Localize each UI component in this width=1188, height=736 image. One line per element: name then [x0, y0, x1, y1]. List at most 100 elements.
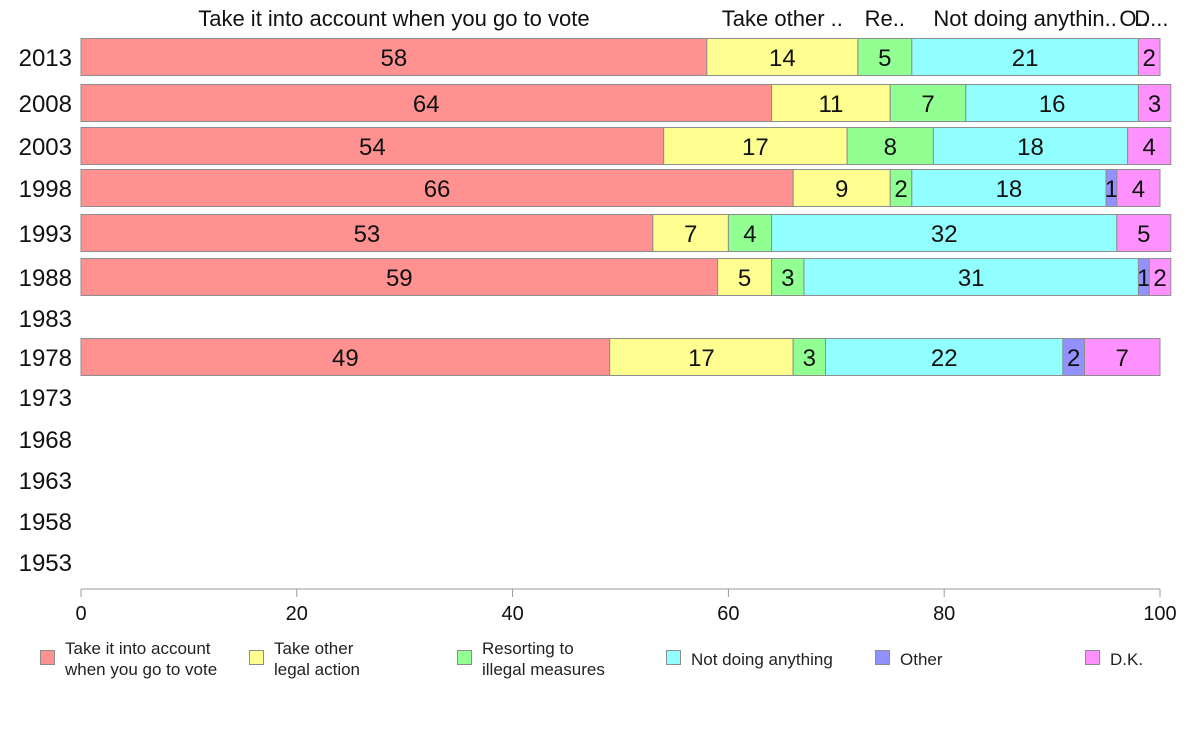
bar-2008-series-1	[771, 84, 891, 122]
bar-1993-series-3	[771, 214, 1118, 252]
bar-value-2008-series-5: 3	[1148, 91, 1161, 118]
bar-1988-series-5	[1148, 258, 1172, 296]
bar-1998-series-1	[792, 169, 891, 207]
bar-1978-series-1	[609, 338, 794, 376]
bar-2013-series-3	[911, 38, 1139, 76]
legend-item-3: Not doing anything	[666, 638, 871, 670]
year-label-2003: 2003	[19, 134, 72, 161]
legend-label-line: Not doing anything	[691, 650, 833, 669]
bar-1993-series-0	[80, 214, 654, 252]
bar-value-1993-series-2: 4	[743, 221, 756, 248]
legend-label-line: Other	[900, 650, 943, 669]
year-label-1998: 1998	[19, 176, 72, 203]
bar-1998-series-3	[911, 169, 1107, 207]
bar-value-2013-series-0: 58	[381, 45, 408, 72]
legend-label-3: Not doing anything	[691, 649, 871, 670]
bar-value-1978-series-5: 7	[1116, 345, 1129, 372]
legend-item-2: Resorting to illegal measures	[457, 638, 662, 680]
year-label-1953: 1953	[19, 550, 72, 577]
bar-value-2013-series-5: 2	[1143, 45, 1156, 72]
bar-1998-series-5	[1116, 169, 1161, 207]
year-label-2013: 2013	[19, 45, 72, 72]
bar-2008-series-3	[965, 84, 1139, 122]
column-header-series-1: Take other ..	[722, 6, 843, 31]
column-header-series-4: O..	[1119, 6, 1148, 31]
bar-2013-series-2	[857, 38, 913, 76]
bar-value-1988-series-4: 1	[1137, 265, 1150, 292]
legend-item-0: Take it into account when you go to vote	[40, 638, 245, 680]
bar-value-1998-series-3: 18	[996, 176, 1023, 203]
legend-item-5: D.K.	[1085, 638, 1188, 670]
bar-value-2008-series-0: 64	[413, 91, 440, 118]
bar-value-2013-series-1: 14	[769, 45, 796, 72]
bar-value-1993-series-0: 53	[354, 221, 381, 248]
bar-value-1978-series-0: 49	[332, 345, 359, 372]
column-header-series-3: Not doing anythin..	[933, 6, 1116, 31]
year-label-1988: 1988	[19, 265, 72, 292]
bar-value-1988-series-1: 5	[738, 265, 751, 292]
year-label-1978: 1978	[19, 345, 72, 372]
bar-1978-series-2	[792, 338, 827, 376]
bar-value-2003-series-0: 54	[359, 134, 386, 161]
column-header-series-0: Take it into account when you go to vote	[198, 6, 589, 31]
bar-value-1978-series-4: 2	[1067, 345, 1080, 372]
bar-1978-series-0	[80, 338, 611, 376]
bar-value-1988-series-2: 3	[781, 265, 794, 292]
bar-value-2003-series-3: 18	[1017, 134, 1044, 161]
legend-swatch-0	[40, 650, 55, 665]
bar-1988-series-3	[803, 258, 1139, 296]
x-tick-label-80: 80	[933, 603, 955, 625]
x-tick-label-0: 0	[75, 603, 86, 625]
legend-swatch-5	[1085, 650, 1100, 665]
bar-value-2013-series-2: 5	[878, 45, 891, 72]
bar-value-1998-series-5: 4	[1132, 176, 1145, 203]
x-tick-label-100: 100	[1143, 603, 1176, 625]
bar-2003-series-3	[932, 127, 1129, 165]
x-tick-label-60: 60	[717, 603, 739, 625]
bar-value-1998-series-0: 66	[424, 176, 451, 203]
bar-value-1988-series-0: 59	[386, 265, 413, 292]
year-label-1983: 1983	[19, 306, 72, 333]
bar-1978-series-3	[825, 338, 1064, 376]
legend-swatch-2	[457, 650, 472, 665]
year-label-2008: 2008	[19, 91, 72, 118]
bar-1988-series-1	[717, 258, 773, 296]
bar-2003-series-0	[80, 127, 665, 165]
column-header-series-5: D...	[1134, 6, 1168, 31]
bar-value-2003-series-1: 17	[742, 134, 769, 161]
bar-value-2008-series-2: 7	[921, 91, 934, 118]
year-label-1963: 1963	[19, 468, 72, 495]
bar-value-2008-series-1: 11	[818, 91, 843, 118]
bar-1993-series-2	[727, 214, 773, 252]
bar-2013-series-1	[706, 38, 859, 76]
bar-2013-series-5	[1137, 38, 1161, 76]
bar-1978-series-5	[1083, 338, 1161, 376]
bar-2008-series-0	[80, 84, 773, 122]
year-label-1993: 1993	[19, 221, 72, 248]
legend-label-line: legal action	[274, 660, 361, 679]
bar-value-1978-series-3: 22	[931, 345, 958, 372]
legend-label-line: when you go to vote	[65, 660, 218, 679]
legend-label-4: Other	[900, 649, 1080, 670]
bar-value-2003-series-5: 4	[1143, 134, 1156, 161]
legend-swatch-3	[666, 650, 681, 665]
bar-value-2013-series-3: 21	[1012, 45, 1039, 72]
column-header-series-2: Re..	[865, 6, 905, 31]
legend-label-line: D.K.	[1110, 650, 1144, 669]
bar-value-1998-series-2: 2	[894, 176, 907, 203]
legend-swatch-4	[875, 650, 890, 665]
legend-swatch-1	[249, 650, 264, 665]
bar-2003-series-2	[846, 127, 934, 165]
bar-value-1978-series-2: 3	[803, 345, 816, 372]
legend-label-2: Resorting to illegal measures	[482, 638, 662, 680]
year-label-1958: 1958	[19, 509, 72, 536]
legend-label-1: Take other legal action	[274, 638, 454, 680]
bar-value-2008-series-3: 16	[1039, 91, 1066, 118]
legend-label-line: Resorting to	[482, 639, 574, 658]
legend-label-0: Take it into account when you go to vote	[65, 638, 245, 680]
legend: Take it into account when you go to vote T…	[0, 638, 1188, 698]
x-tick-label-20: 20	[286, 603, 308, 625]
bar-1998-series-0	[80, 169, 794, 207]
legend-item-1: Take other legal action	[249, 638, 454, 680]
